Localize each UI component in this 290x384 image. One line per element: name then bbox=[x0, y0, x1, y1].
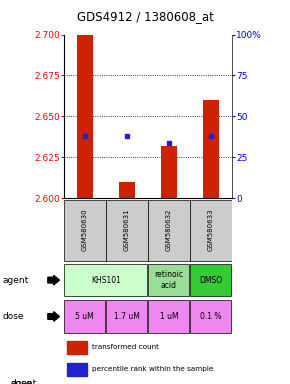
Bar bbox=[64, 200, 106, 261]
Text: 5 uM: 5 uM bbox=[75, 312, 94, 321]
Bar bbox=[203, 100, 219, 198]
Text: dose: dose bbox=[10, 379, 32, 384]
Text: GSM580631: GSM580631 bbox=[124, 209, 130, 252]
Bar bbox=[64, 300, 105, 333]
Bar bbox=[106, 300, 147, 333]
Bar bbox=[191, 264, 231, 296]
Text: percentile rank within the sample: percentile rank within the sample bbox=[93, 366, 214, 372]
Text: KHS101: KHS101 bbox=[91, 276, 121, 285]
Bar bbox=[67, 341, 87, 354]
Text: DMSO: DMSO bbox=[200, 276, 222, 285]
Bar bbox=[148, 264, 189, 296]
Bar bbox=[191, 300, 231, 333]
Bar bbox=[64, 264, 147, 296]
Bar bbox=[148, 300, 189, 333]
Bar bbox=[106, 200, 148, 261]
Bar bbox=[77, 35, 93, 198]
Text: GSM580630: GSM580630 bbox=[82, 209, 88, 252]
Text: transformed count: transformed count bbox=[93, 344, 160, 351]
Text: agent: agent bbox=[10, 379, 37, 384]
Bar bbox=[67, 363, 87, 376]
Text: GSM580632: GSM580632 bbox=[166, 209, 172, 252]
Text: 0.1 %: 0.1 % bbox=[200, 312, 222, 321]
Text: GSM580633: GSM580633 bbox=[208, 209, 214, 252]
Text: 1.7 uM: 1.7 uM bbox=[114, 312, 140, 321]
Bar bbox=[161, 146, 177, 198]
Text: 1 uM: 1 uM bbox=[160, 312, 178, 321]
Text: retinoic
acid: retinoic acid bbox=[155, 270, 184, 290]
Bar bbox=[190, 200, 232, 261]
Text: agent: agent bbox=[3, 276, 29, 285]
Bar bbox=[119, 182, 135, 198]
Text: dose: dose bbox=[3, 312, 24, 321]
Text: GDS4912 / 1380608_at: GDS4912 / 1380608_at bbox=[77, 10, 213, 23]
Bar bbox=[148, 200, 190, 261]
